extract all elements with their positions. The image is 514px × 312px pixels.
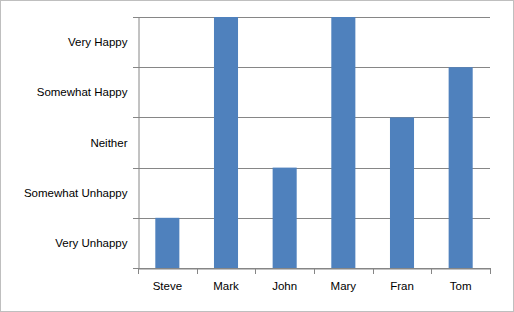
x-axis: Steve Mark John Mary Fran Tom <box>139 269 491 292</box>
tick-label: Somewhat Happy <box>37 86 128 98</box>
chart: Very Unhappy Somewhat Unhappy Neither Somew… <box>0 0 514 312</box>
tick: Mary <box>331 269 357 292</box>
tick: Mark <box>213 269 239 292</box>
bar <box>449 67 473 268</box>
tick-label: John <box>272 280 297 292</box>
grid-line <box>133 67 490 68</box>
grid-line <box>133 17 490 18</box>
tick: John <box>272 269 297 292</box>
tick: Somewhat Unhappy <box>24 187 139 199</box>
category-separator <box>138 268 139 274</box>
tick: Tom <box>450 269 472 292</box>
category-separator <box>314 268 315 274</box>
tick-label: Very Unhappy <box>55 237 127 249</box>
tick: Very Unhappy <box>55 237 138 249</box>
bar <box>214 17 238 268</box>
category-separator <box>197 268 198 274</box>
bars <box>155 17 472 268</box>
y-axis: Very Unhappy Somewhat Unhappy Neither Somew… <box>24 18 139 269</box>
category-separator <box>490 268 491 274</box>
bar <box>390 117 414 268</box>
grid-line <box>133 218 490 219</box>
bar <box>331 17 355 268</box>
grid <box>133 18 490 269</box>
tick: Very Happy <box>68 36 138 48</box>
bar <box>155 218 179 268</box>
grid-line <box>133 168 490 169</box>
tick-label: Tom <box>450 280 472 292</box>
tick: Steve <box>153 269 182 292</box>
tick-label: Fran <box>390 280 414 292</box>
tick: Somewhat Happy <box>37 86 139 98</box>
chart-border <box>1 1 514 312</box>
category-separators <box>139 268 491 274</box>
bar <box>273 168 297 268</box>
category-separator <box>373 268 374 274</box>
tick-label: Mark <box>213 280 239 292</box>
category-separator <box>255 268 256 274</box>
tick: Neither <box>90 137 138 149</box>
axis-line <box>139 18 140 269</box>
tick: Fran <box>390 269 414 292</box>
category-separator <box>431 268 432 274</box>
tick-label: Steve <box>153 280 182 292</box>
tick-label: Mary <box>331 280 357 292</box>
tick-label: Somewhat Unhappy <box>24 187 128 199</box>
grid-line <box>133 117 490 118</box>
grid-line <box>133 268 490 269</box>
tick-label: Very Happy <box>68 36 128 48</box>
tick-label: Neither <box>90 137 127 149</box>
